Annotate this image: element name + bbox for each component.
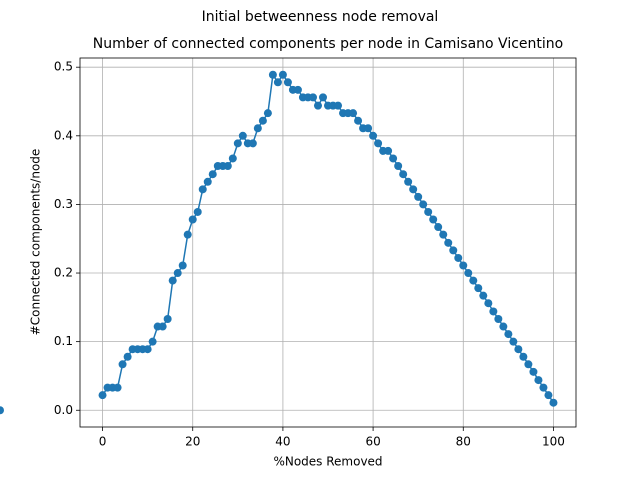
point	[424, 207, 433, 216]
point	[183, 230, 192, 239]
point	[524, 360, 533, 369]
point	[318, 93, 327, 102]
point	[193, 207, 202, 216]
y-tick-label: 0.0	[54, 403, 73, 417]
point	[253, 124, 262, 133]
point	[419, 200, 428, 209]
point	[464, 269, 473, 278]
y-tick-label: 0.3	[54, 197, 73, 211]
x-tick-label: 0	[99, 435, 107, 449]
point	[113, 383, 122, 392]
point	[544, 391, 553, 400]
x-tick-label: 80	[456, 435, 471, 449]
point	[499, 322, 508, 331]
y-tick-label: 0.1	[54, 334, 73, 348]
x-tick-label: 60	[365, 435, 380, 449]
chart-suptitle: Initial betweenness node removal	[202, 9, 439, 25]
point	[203, 177, 212, 186]
point	[384, 146, 393, 155]
point	[223, 161, 232, 170]
point	[364, 124, 373, 133]
point	[293, 85, 302, 94]
point	[228, 154, 237, 163]
point	[484, 299, 493, 308]
y-tick-label: 0.2	[54, 266, 73, 280]
point	[409, 185, 418, 194]
point	[233, 139, 242, 148]
point	[434, 223, 443, 232]
point	[313, 101, 322, 110]
point	[529, 367, 538, 376]
point	[283, 78, 292, 87]
point	[374, 139, 383, 148]
point	[514, 345, 523, 354]
y-tick-label: 0.4	[54, 128, 73, 142]
point	[118, 360, 127, 369]
point	[389, 154, 398, 163]
point	[178, 261, 187, 270]
point	[98, 391, 107, 400]
point	[354, 116, 363, 125]
point	[449, 246, 458, 255]
point	[158, 322, 167, 331]
point	[479, 291, 488, 300]
point	[404, 177, 413, 186]
x-tick-label: 100	[542, 435, 565, 449]
point	[173, 269, 182, 278]
point	[268, 70, 277, 79]
point	[534, 376, 543, 385]
point	[509, 337, 518, 346]
point	[504, 330, 513, 339]
point	[469, 276, 478, 285]
point	[163, 315, 172, 324]
point	[444, 238, 453, 247]
y-tick-label: 0.5	[54, 60, 73, 74]
point	[238, 131, 247, 140]
point	[148, 337, 157, 346]
point	[168, 276, 177, 285]
point	[278, 70, 287, 79]
point	[123, 352, 132, 361]
point	[394, 161, 403, 170]
point	[308, 93, 317, 102]
point	[334, 101, 343, 110]
point	[143, 345, 152, 354]
point	[258, 116, 267, 125]
point	[273, 78, 282, 87]
y-axis-label: #Connected components/node	[29, 149, 43, 336]
point	[549, 398, 558, 407]
plot-frame	[79, 57, 577, 428]
point	[399, 170, 408, 179]
point	[198, 185, 207, 194]
point	[349, 109, 358, 118]
point	[474, 284, 483, 293]
point	[414, 192, 423, 201]
point	[539, 383, 548, 392]
point	[519, 352, 528, 361]
point	[208, 170, 217, 179]
point	[454, 253, 463, 262]
point	[248, 139, 257, 148]
point	[263, 109, 272, 118]
point	[188, 215, 197, 224]
point	[459, 261, 468, 270]
point	[439, 230, 448, 239]
x-tick-label: 40	[275, 435, 290, 449]
point	[369, 131, 378, 140]
point	[494, 315, 503, 324]
point	[0, 406, 4, 415]
chart-title: Number of connected components per node …	[93, 36, 563, 52]
x-axis-label: %Nodes Removed	[273, 455, 382, 469]
point	[429, 215, 438, 224]
x-tick-label: 20	[185, 435, 200, 449]
point	[489, 307, 498, 316]
